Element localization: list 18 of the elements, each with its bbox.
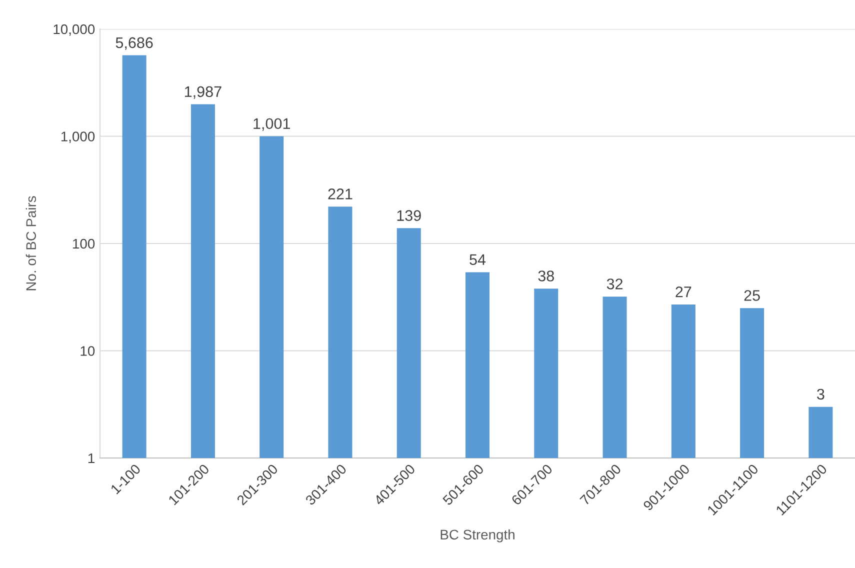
y-tick-label: 1,000 [61, 132, 95, 144]
y-tick-label: 10,000 [54, 24, 95, 36]
data-label: 54 [470, 254, 486, 266]
data-label: 5,686 [116, 37, 153, 50]
data-label: 1,001 [254, 118, 290, 131]
data-label: 32 [606, 278, 623, 290]
data-label: 1,987 [185, 86, 222, 99]
data-label: 221 [328, 188, 352, 200]
y-tick-label: 1 [88, 453, 94, 464]
data-label: 27 [676, 286, 692, 298]
data-label: 3 [817, 388, 824, 400]
y-tick-label: 10 [80, 346, 95, 356]
x-axis-title: BC Strength [440, 529, 514, 542]
y-tick-label: 100 [73, 238, 95, 249]
data-label: 139 [397, 210, 421, 221]
data-label: 25 [744, 290, 760, 301]
data-label: 38 [538, 270, 554, 282]
y-axis-title: No. of BC Pairs [26, 196, 36, 290]
